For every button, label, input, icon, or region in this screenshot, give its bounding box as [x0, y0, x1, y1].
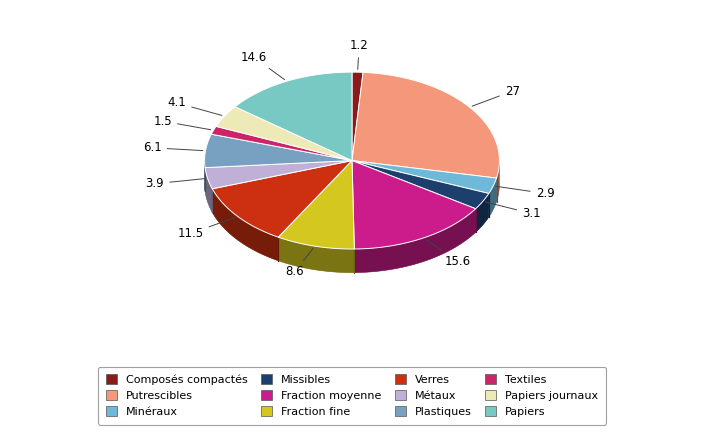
- Text: 3.1: 3.1: [486, 202, 541, 220]
- Text: 15.6: 15.6: [426, 240, 471, 268]
- Polygon shape: [352, 161, 476, 249]
- Polygon shape: [235, 72, 352, 161]
- Text: 6.1: 6.1: [143, 141, 203, 154]
- Polygon shape: [496, 159, 499, 201]
- Polygon shape: [205, 168, 213, 212]
- Polygon shape: [352, 161, 496, 194]
- Polygon shape: [278, 161, 354, 249]
- Polygon shape: [205, 161, 352, 189]
- Polygon shape: [476, 194, 489, 232]
- Polygon shape: [489, 178, 496, 217]
- Polygon shape: [213, 189, 278, 261]
- Polygon shape: [205, 134, 352, 168]
- Polygon shape: [352, 72, 499, 178]
- Polygon shape: [213, 161, 352, 237]
- Text: 14.6: 14.6: [241, 51, 284, 80]
- Text: 27: 27: [472, 85, 520, 106]
- Legend: Composés compactés, Putrescibles, Minéraux, Missibles, Fraction moyenne, Fractio: Composés compactés, Putrescibles, Minéra…: [98, 367, 606, 425]
- Text: 8.6: 8.6: [285, 248, 313, 279]
- Polygon shape: [278, 237, 354, 272]
- Text: 1.5: 1.5: [153, 115, 210, 130]
- Text: 11.5: 11.5: [177, 218, 235, 240]
- Polygon shape: [352, 72, 363, 161]
- Polygon shape: [216, 107, 352, 161]
- Polygon shape: [205, 184, 499, 272]
- Text: 2.9: 2.9: [496, 186, 554, 200]
- Polygon shape: [352, 161, 489, 209]
- Text: 3.9: 3.9: [146, 177, 205, 190]
- Polygon shape: [354, 209, 476, 272]
- Polygon shape: [211, 126, 352, 161]
- Text: 1.2: 1.2: [350, 39, 369, 69]
- Text: 4.1: 4.1: [168, 96, 222, 116]
